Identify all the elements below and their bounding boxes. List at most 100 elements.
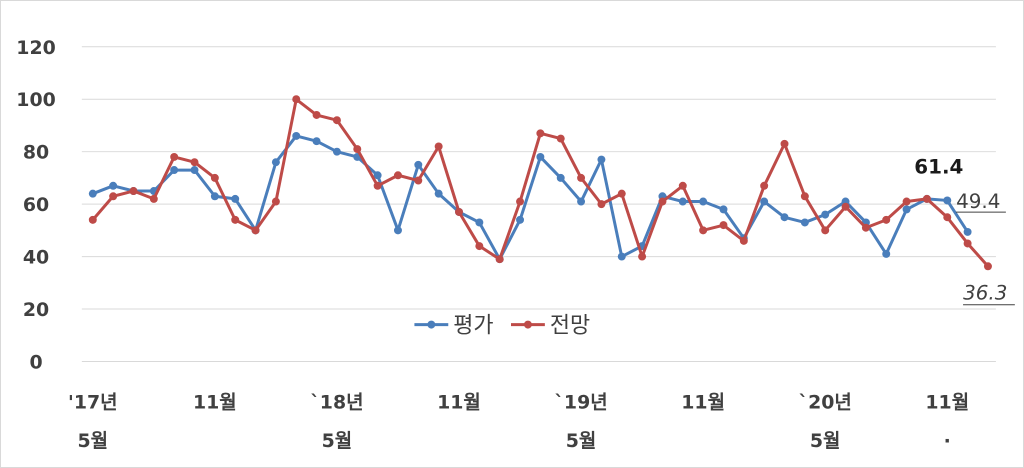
- annotation-36-3: 36.3: [963, 282, 1007, 305]
- data-point-전망: [353, 145, 362, 154]
- y-tick-label: 120: [16, 37, 55, 59]
- data-point-전망: [780, 139, 789, 148]
- x-axis-ticks: '17년 5월 11월 `18년 5월 11월 `19년 5월 11월 `20년 5월 11월 ·: [68, 391, 969, 452]
- data-point-평가: [902, 205, 911, 214]
- data-point-전망: [963, 239, 972, 248]
- data-point-전망: [434, 142, 443, 151]
- x-tick-label-line2: 5월: [78, 430, 109, 452]
- data-point-전망: [638, 252, 647, 261]
- data-point-평가: [678, 197, 687, 206]
- data-point-평가: [414, 160, 423, 169]
- data-point-전망: [455, 208, 463, 216]
- data-point-전망: [332, 116, 341, 125]
- x-tick-label: `19년: [554, 391, 607, 413]
- data-point-전망: [577, 173, 586, 182]
- data-point-평가: [577, 197, 586, 206]
- data-point-전망: [983, 262, 992, 271]
- data-point-전망: [109, 192, 118, 201]
- data-point-전망: [516, 197, 525, 206]
- data-point-평가: [556, 173, 565, 182]
- data-point-평가: [393, 226, 402, 235]
- data-point-평가: [312, 137, 321, 146]
- x-tick-label: 11월: [681, 391, 725, 413]
- data-point-전망: [821, 226, 830, 235]
- y-tick-label: 80: [23, 142, 49, 164]
- legend-label-평가: 평가: [453, 314, 493, 339]
- x-tick-label: `18년: [310, 391, 363, 413]
- legend-label-전망: 전망: [550, 314, 590, 339]
- data-point-평가: [882, 249, 891, 258]
- data-point-평가: [821, 210, 830, 219]
- data-point-전망: [597, 200, 606, 209]
- data-point-평가: [170, 166, 179, 175]
- data-point-전망: [760, 181, 769, 190]
- data-point-전망: [861, 223, 870, 232]
- data-point-평가: [536, 152, 545, 161]
- data-point-전망: [719, 221, 728, 230]
- data-point-평가: [292, 131, 301, 140]
- data-point-전망: [149, 194, 158, 203]
- y-tick-label: 20: [23, 299, 49, 321]
- data-point-전망: [190, 158, 199, 167]
- x-tick-label-line2: 5월: [322, 430, 353, 452]
- x-tick-label-line2: 5월: [566, 430, 597, 452]
- series-group: [88, 95, 992, 271]
- data-point-평가: [190, 166, 199, 175]
- data-point-전망: [373, 181, 382, 190]
- data-point-전망: [475, 242, 484, 251]
- data-point-전망: [841, 202, 850, 211]
- data-point-평가: [231, 194, 240, 203]
- data-point-평가: [943, 196, 952, 205]
- legend-swatch-marker-평가: [427, 320, 436, 329]
- x-tick-label: 11월: [925, 391, 969, 413]
- y-tick-label: 60: [23, 194, 49, 216]
- data-point-전망: [943, 213, 952, 222]
- legend-swatch-marker-전망: [523, 320, 532, 329]
- y-tick-label: 100: [16, 89, 55, 111]
- data-point-평가: [516, 215, 525, 224]
- data-point-전망: [312, 110, 321, 119]
- data-point-전망: [658, 197, 667, 206]
- x-tick-label: 11월: [437, 391, 481, 413]
- y-tick-label: 40: [23, 247, 49, 269]
- x-tick-label: 11월: [193, 391, 237, 413]
- data-point-전망: [210, 173, 219, 182]
- legend: 평가 전망: [414, 314, 590, 339]
- data-point-평가: [88, 189, 97, 198]
- data-point-전망: [617, 189, 626, 198]
- series-line-전망: [91, 97, 990, 268]
- x-tick-label: `20년: [799, 391, 852, 413]
- data-point-평가: [617, 252, 626, 261]
- data-point-평가: [271, 158, 280, 167]
- data-point-전망: [902, 197, 911, 206]
- annotation-49-4: 49.4: [956, 190, 1000, 213]
- data-point-평가: [780, 213, 789, 222]
- x-tick-label-line2: ·: [944, 430, 951, 452]
- data-point-전망: [556, 134, 565, 143]
- data-point-전망: [251, 226, 260, 235]
- data-point-전망: [170, 152, 179, 161]
- data-point-전망: [414, 176, 423, 185]
- data-point-평가: [373, 171, 382, 180]
- data-point-전망: [922, 194, 931, 203]
- y-axis-ticks: 0 20 40 60 80 100 120: [16, 37, 55, 374]
- annotation-61-4: 61.4: [914, 155, 963, 178]
- data-point-전망: [800, 192, 809, 201]
- data-point-전망: [882, 215, 891, 224]
- data-point-평가: [719, 205, 728, 214]
- y-tick-label: 0: [29, 351, 42, 373]
- data-point-전망: [536, 129, 545, 138]
- data-point-전망: [231, 215, 240, 224]
- data-point-전망: [271, 197, 280, 206]
- data-point-전망: [495, 255, 504, 264]
- x-tick-label: '17년: [68, 391, 118, 413]
- data-point-평가: [434, 189, 443, 198]
- data-point-평가: [109, 181, 118, 190]
- data-point-평가: [963, 227, 972, 236]
- data-point-전망: [678, 181, 687, 190]
- x-tick-label-line2: 5월: [810, 430, 841, 452]
- data-point-전망: [699, 226, 708, 235]
- data-point-평가: [699, 197, 708, 206]
- data-point-평가: [332, 147, 341, 156]
- data-point-전망: [129, 187, 138, 196]
